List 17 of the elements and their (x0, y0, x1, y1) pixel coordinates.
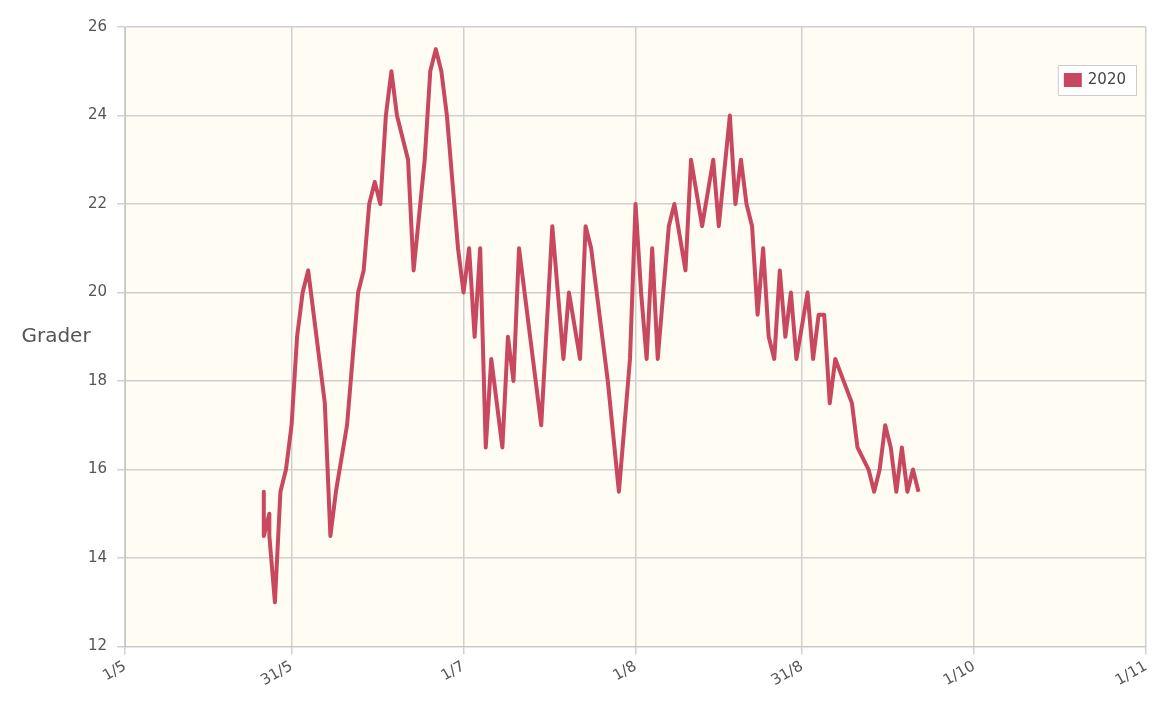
x-tick-label: 1/8 (609, 656, 640, 685)
x-tick-label: 1/10 (939, 656, 978, 690)
y-tick-label: 20 (87, 282, 108, 301)
y-tick-label: 16 (87, 459, 108, 478)
x-tick-label: 1/5 (99, 656, 130, 685)
x-tick-label: 1/11 (1111, 656, 1150, 690)
y-tick-label: 18 (87, 370, 108, 389)
y-tick-label: 26 (87, 16, 108, 35)
x-tick-label: 1/7 (437, 656, 468, 685)
legend-label: 2020 (1087, 69, 1127, 88)
x-tick-label: 31/8 (767, 656, 806, 690)
y-axis-title: Grader (21, 322, 92, 347)
y-tick-label: 14 (87, 547, 108, 566)
y-tick-label: 22 (87, 193, 108, 212)
y-tick-label: 12 (87, 636, 108, 655)
y-tick-label: 24 (87, 105, 108, 124)
x-tick-label: 31/5 (257, 656, 296, 690)
